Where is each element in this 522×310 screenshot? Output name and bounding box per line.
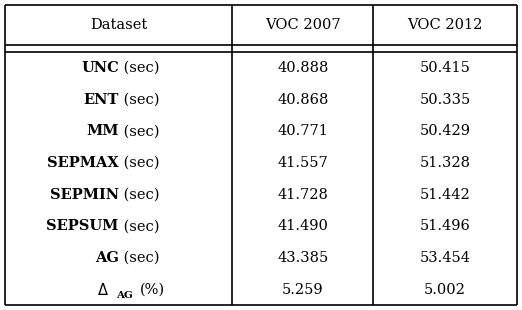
Text: 53.454: 53.454 <box>420 251 470 265</box>
Text: VOC 2012: VOC 2012 <box>407 18 483 32</box>
Text: (sec): (sec) <box>119 156 159 170</box>
Text: 50.415: 50.415 <box>420 61 470 75</box>
Text: AG: AG <box>95 251 119 265</box>
Text: 5.259: 5.259 <box>282 282 324 297</box>
Text: 41.557: 41.557 <box>277 156 328 170</box>
Text: (%): (%) <box>140 282 165 297</box>
Text: VOC 2007: VOC 2007 <box>265 18 340 32</box>
Text: (sec): (sec) <box>119 93 159 107</box>
Text: 51.496: 51.496 <box>420 219 470 233</box>
Text: SEPSUM: SEPSUM <box>46 219 119 233</box>
Text: ENT: ENT <box>84 93 119 107</box>
Text: 51.328: 51.328 <box>420 156 470 170</box>
Text: (sec): (sec) <box>119 188 159 202</box>
Text: 5.002: 5.002 <box>424 282 466 297</box>
Text: 41.490: 41.490 <box>277 219 328 233</box>
Text: 51.442: 51.442 <box>420 188 470 202</box>
Text: 50.429: 50.429 <box>420 124 470 138</box>
Text: (sec): (sec) <box>119 219 159 233</box>
Text: SEPMAX: SEPMAX <box>47 156 119 170</box>
Text: MM: MM <box>86 124 119 138</box>
Text: 40.771: 40.771 <box>277 124 328 138</box>
Text: (sec): (sec) <box>119 251 159 265</box>
Text: UNC: UNC <box>81 61 119 75</box>
Text: Dataset: Dataset <box>90 18 147 32</box>
Text: (sec): (sec) <box>119 61 159 75</box>
Text: 41.728: 41.728 <box>277 188 328 202</box>
Text: (sec): (sec) <box>119 124 159 138</box>
Text: $\Delta$: $\Delta$ <box>97 281 109 298</box>
Text: 43.385: 43.385 <box>277 251 328 265</box>
Text: AG: AG <box>116 291 133 300</box>
Text: 40.868: 40.868 <box>277 93 328 107</box>
Text: 50.335: 50.335 <box>419 93 471 107</box>
Text: SEPMIN: SEPMIN <box>50 188 119 202</box>
Text: 40.888: 40.888 <box>277 61 328 75</box>
